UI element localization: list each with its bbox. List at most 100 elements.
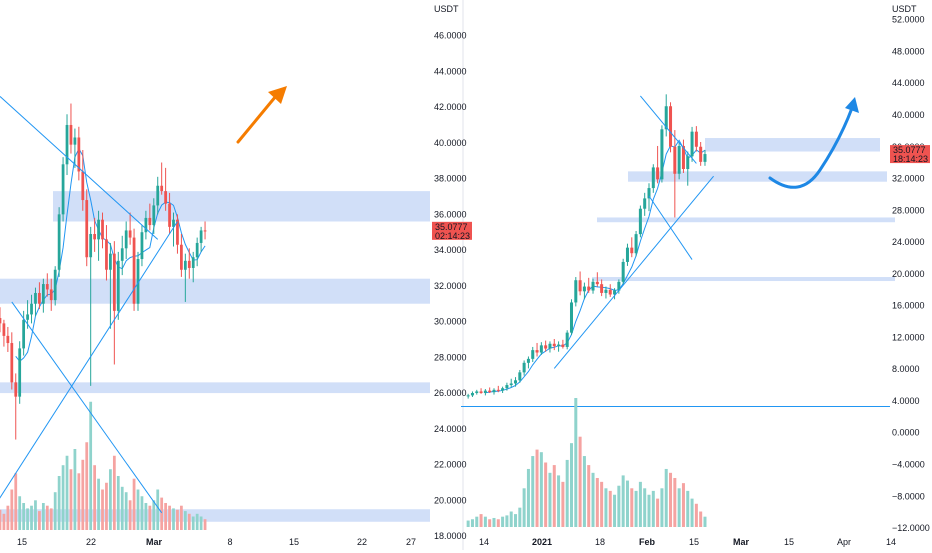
- candle-body: [89, 234, 93, 258]
- time-tick-label: 22: [357, 537, 367, 547]
- volume-bar: [690, 498, 694, 527]
- candle-body: [61, 164, 65, 215]
- candle-body: [496, 389, 500, 391]
- volume-bar: [681, 483, 685, 527]
- candle-body: [621, 261, 625, 282]
- volume-bar: [638, 481, 642, 527]
- price-tick-label: 32.0000: [434, 281, 467, 291]
- candle-body: [681, 145, 685, 170]
- candle-body: [591, 281, 595, 291]
- volume-bar: [81, 459, 85, 530]
- candle-body: [669, 106, 673, 147]
- volume-bar: [152, 500, 156, 530]
- candle-body: [514, 380, 518, 384]
- volume-bar: [89, 401, 93, 530]
- volume-bar: [65, 455, 69, 530]
- volume-bar: [613, 494, 617, 527]
- volume-bar: [703, 516, 707, 527]
- candle-body: [686, 156, 690, 170]
- volume-bar: [57, 476, 61, 530]
- left-chart-panel[interactable]: USDT 46.0000 44.0000 42.0000 40.0000 38.0000 3…: [0, 4, 472, 547]
- volume-bar: [105, 482, 108, 530]
- price-tick-label: 22.0000: [434, 460, 467, 470]
- candle-body: [85, 200, 89, 258]
- candle-body: [160, 185, 164, 192]
- price-tick-label: 24.0000: [892, 237, 925, 247]
- volume-bar: [677, 488, 681, 527]
- support-resistance-zone: [592, 277, 895, 282]
- support-resistance-zone: [705, 138, 880, 152]
- time-tick-label: 2021: [532, 537, 552, 547]
- volume-bar: [595, 477, 599, 527]
- volume-bar: [14, 473, 18, 530]
- volume-bar: [526, 468, 530, 527]
- currency-label: USDT: [892, 4, 917, 14]
- volume-bar: [582, 456, 586, 527]
- candle-body: [625, 247, 629, 262]
- time-tick-label: 18: [595, 537, 605, 547]
- time-tick-label: 14: [886, 537, 896, 547]
- trendline: [640, 95, 697, 164]
- time-tick-label: 15: [289, 537, 299, 547]
- volume-bar: [608, 490, 612, 527]
- volume-bar: [180, 505, 183, 530]
- candle-body: [124, 230, 128, 249]
- support-resistance-zone: [0, 382, 430, 394]
- time-tick-label: Feb: [639, 537, 656, 547]
- candle-body: [38, 292, 41, 304]
- candle-body: [647, 188, 651, 199]
- volume-bar: [77, 473, 81, 530]
- candle-body: [522, 362, 526, 373]
- support-resistance-zone: [0, 509, 430, 522]
- volume-bar: [164, 503, 167, 530]
- volume-bar: [470, 519, 474, 527]
- candle-body: [97, 219, 100, 240]
- candle-countdown: 18:14:23: [893, 154, 928, 164]
- projection-arrow-head: [268, 86, 287, 104]
- volume-bar: [578, 436, 582, 527]
- volume-bar: [128, 500, 132, 530]
- volume-bar: [132, 478, 136, 530]
- candle-body: [539, 345, 543, 353]
- volume-bar: [664, 468, 668, 527]
- time-tick-label: 15: [689, 537, 699, 547]
- right-chart-panel[interactable]: USDT52.000048.000044.000040.000036.00003…: [461, 4, 930, 547]
- time-tick-label: Mar: [146, 537, 163, 547]
- volume-bar: [144, 503, 148, 530]
- candle-body: [630, 247, 634, 254]
- candle-body: [600, 284, 604, 293]
- volume-bar: [26, 508, 29, 530]
- candle-body: [57, 214, 61, 270]
- support-resistance-zone: [53, 191, 430, 222]
- volume-bar: [565, 459, 569, 527]
- price-tick-label: 28.0000: [434, 352, 467, 362]
- currency-label: USDT: [434, 4, 459, 14]
- price-tick-label: 8.0000: [892, 364, 920, 374]
- candle-body: [176, 219, 179, 245]
- candle-body: [136, 259, 140, 304]
- candle-body: [613, 290, 617, 295]
- price-tick-label: 52.0000: [892, 15, 925, 25]
- candle-body: [203, 230, 207, 232]
- candle-body: [128, 230, 132, 238]
- price-tick-label: 34.0000: [434, 245, 467, 255]
- candle-body: [164, 191, 167, 204]
- volume-bar: [112, 455, 116, 530]
- candle-body: [73, 137, 77, 145]
- volume-bar: [535, 449, 539, 527]
- candle-body: [81, 171, 85, 201]
- candle-body: [518, 372, 522, 381]
- support-resistance-zone: [0, 278, 430, 304]
- volume-bar: [574, 398, 578, 527]
- candle-body: [634, 234, 638, 254]
- volume-bar: [203, 519, 207, 530]
- candle-body: [604, 289, 608, 293]
- volume-bar: [630, 488, 634, 527]
- price-tick-label: 32.0000: [892, 174, 925, 184]
- price-tick-label: 28.0000: [892, 205, 925, 215]
- time-tick-label: Apr: [837, 537, 851, 547]
- candle-body: [574, 280, 578, 303]
- volume-bar: [505, 515, 509, 527]
- candle-countdown: 02:14:23: [435, 231, 470, 241]
